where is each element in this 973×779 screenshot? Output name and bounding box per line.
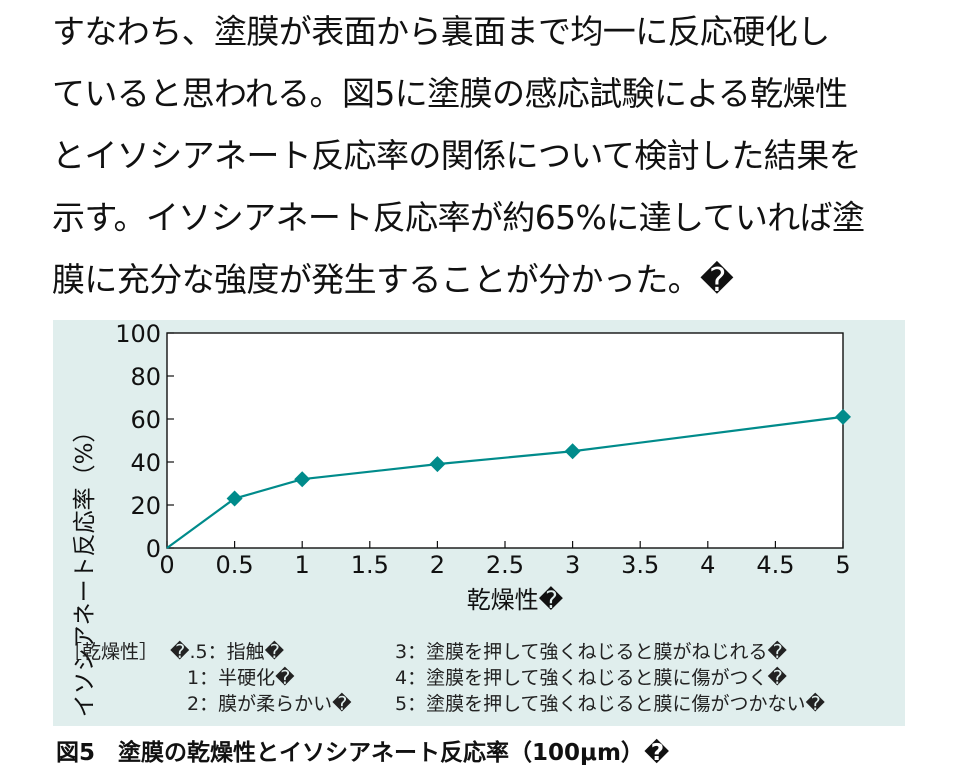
paragraph-line: 膜に充分な強度が発生することが分かった。� <box>52 260 734 299</box>
data-point-marker <box>429 456 446 473</box>
legend-note: 3：塗膜を押して強くねじると膜がねじれる� <box>395 641 788 663</box>
y-tick-label: 40 <box>130 449 161 477</box>
data-point-marker <box>835 408 851 425</box>
legend-note: 1：半硬化� <box>187 667 295 689</box>
x-tick-label: 2.5 <box>486 551 524 579</box>
series-line <box>166 415 844 549</box>
data-point-marker <box>564 443 581 460</box>
y-tick-label: 100 <box>115 320 161 348</box>
y-tick-label: 60 <box>130 406 161 434</box>
legend-note: 2：膜が柔らかい� <box>187 693 352 715</box>
x-tick-label: 3 <box>565 551 580 579</box>
x-tick-label: 1 <box>295 551 310 579</box>
paragraph-line: ていると思われる。図5に塗膜の感応試験による乾燥性 <box>52 74 848 113</box>
legend-note: 4：塗膜を押して強くねじると膜に傷がつく� <box>395 667 788 689</box>
x-tick-label: 0.5 <box>216 551 254 579</box>
y-tick-label: 0 <box>146 535 161 563</box>
x-tick-label: 1.5 <box>351 551 389 579</box>
x-tick-label: 3.5 <box>621 551 659 579</box>
x-tick-label: 4 <box>700 551 715 579</box>
legend-note: �.5：指触� <box>170 641 285 663</box>
y-axis-title: イソシアネート反応率（%） <box>72 420 98 718</box>
data-point-marker <box>294 471 311 488</box>
paragraph-line: すなわち、塗膜が表面から裏面まで均一に反応硬化し <box>52 12 830 51</box>
data-point-marker <box>226 490 243 507</box>
y-tick-label: 20 <box>130 492 161 520</box>
x-axis-title: 乾燥性� <box>467 586 564 614</box>
x-tick-label: 0 <box>159 551 174 579</box>
x-tick-label: 4.5 <box>756 551 794 579</box>
x-tick-label: 2 <box>430 551 445 579</box>
x-tick-label: 5 <box>835 551 850 579</box>
paragraph-line: 示す。イソシアネート反応率が約65%に達していれば塗 <box>52 198 865 237</box>
paragraph-line: とイソシアネート反応率の関係について検討した結果を <box>52 136 862 175</box>
figure-caption: 図5 塗膜の乾燥性とイソシアネート反応率（100μm）� <box>56 740 670 766</box>
plot-area <box>166 332 844 549</box>
y-tick-label: 80 <box>130 363 161 391</box>
legend-note: 5：塗膜を押して強くねじると膜に傷がつかない� <box>395 693 826 715</box>
legend-notes-heading: ［乾燥性］ <box>63 641 159 663</box>
